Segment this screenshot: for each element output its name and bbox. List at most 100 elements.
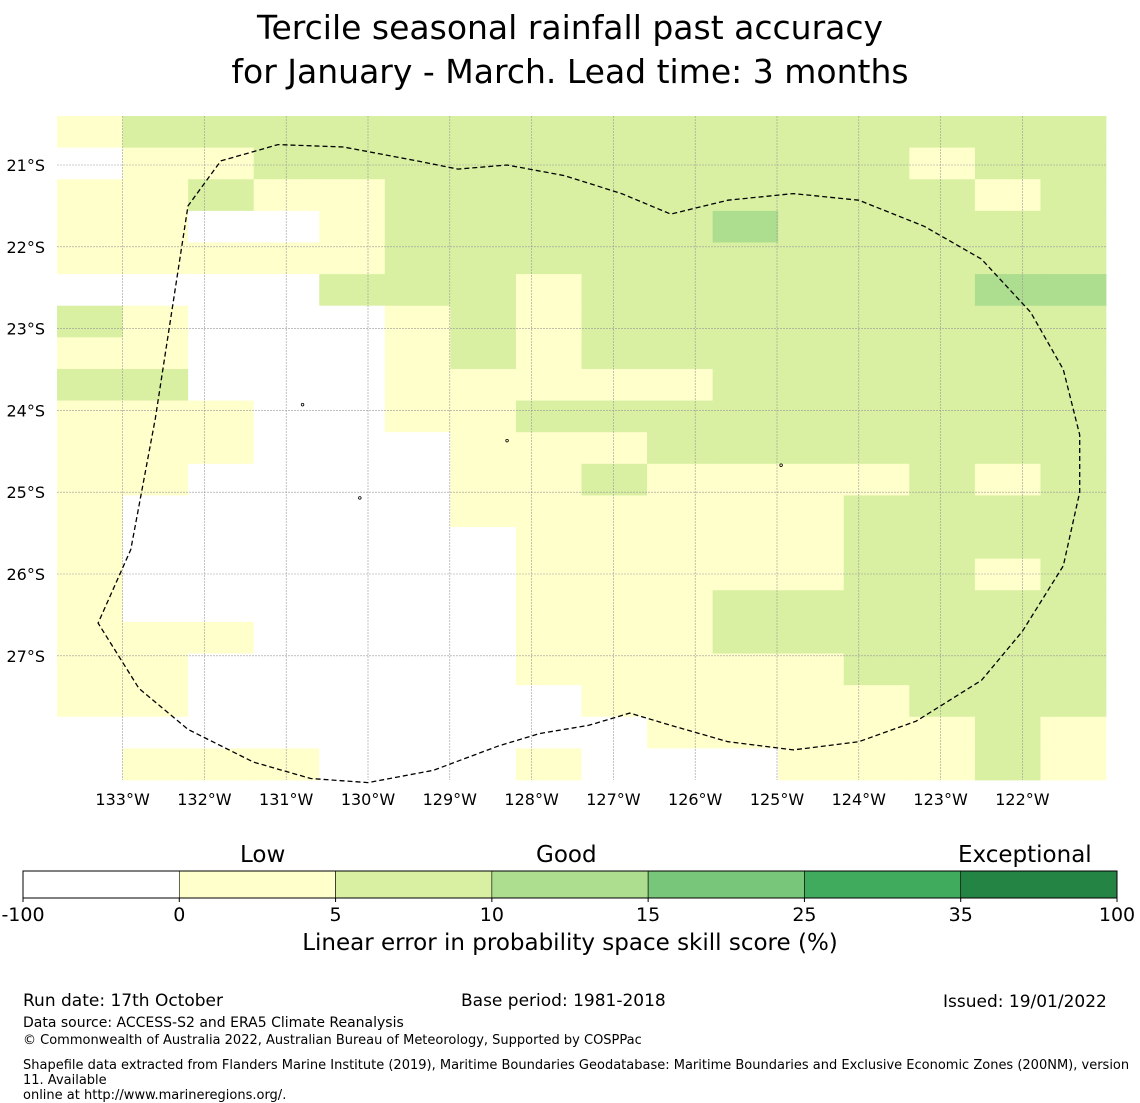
grid-cell	[647, 274, 714, 307]
colorbar-bin	[178, 870, 336, 899]
grid-cell	[909, 116, 976, 149]
grid-cell	[253, 685, 320, 718]
grid-cell	[57, 400, 123, 433]
grid-cell	[581, 590, 648, 623]
longitude-label: 131°W	[259, 790, 314, 809]
grid-cell	[188, 210, 255, 243]
grid-cell	[843, 463, 910, 496]
grid-cell	[647, 558, 714, 591]
grid-cell	[909, 274, 976, 307]
grid-cell	[778, 621, 845, 654]
grid-cell	[57, 685, 123, 718]
colorbar-bin	[647, 870, 805, 899]
grid-cell	[57, 621, 123, 654]
grid-cell	[974, 116, 1041, 149]
colorbar-category-good: Good	[536, 842, 597, 868]
grid-cell	[253, 116, 320, 149]
grid-cell	[319, 432, 386, 465]
longitude-label: 129°W	[423, 790, 478, 809]
grid-cell	[778, 210, 845, 243]
grid-cell	[581, 337, 648, 370]
grid-cell	[843, 147, 910, 180]
longitude-label: 123°W	[913, 790, 968, 809]
grid-cell	[515, 274, 582, 307]
grid-cell	[253, 527, 320, 560]
grid-cell	[515, 558, 582, 591]
grid-cell	[647, 748, 714, 781]
grid-cell	[515, 716, 582, 749]
grid-cell	[581, 400, 648, 433]
grid-cell	[778, 337, 845, 370]
grid-cell	[450, 400, 517, 433]
grid-cell	[778, 716, 845, 749]
grid-cell	[1040, 432, 1107, 465]
grid-cell	[319, 527, 386, 560]
grid-cell	[384, 400, 451, 433]
grid-cell	[1040, 685, 1107, 718]
grid-cell	[909, 368, 976, 401]
grid-cell	[909, 463, 976, 496]
grid-cell	[712, 368, 779, 401]
grid-cell	[515, 210, 582, 243]
grid-cell	[581, 653, 648, 686]
grid-cell	[581, 432, 648, 465]
grid-cell	[647, 621, 714, 654]
grid-cell	[122, 621, 189, 654]
colorbar-tick-labels: -100 0 5 10 15 25 35 100	[1, 898, 1135, 926]
longitude-label: 127°W	[586, 790, 641, 809]
grid-cell	[974, 147, 1041, 180]
grid-cell	[57, 242, 123, 275]
colorbar-bin	[804, 870, 962, 899]
longitude-label: 130°W	[341, 790, 396, 809]
grid-cell	[647, 400, 714, 433]
grid-cell	[712, 179, 779, 212]
grid-cell	[581, 274, 648, 307]
grid-cell	[122, 337, 189, 370]
issued-date: Issued: 19/01/2022	[943, 992, 1107, 1012]
grid-cell	[57, 116, 123, 149]
grid-cell	[188, 242, 255, 275]
colorbar-bin	[491, 870, 649, 899]
grid-cell	[909, 432, 976, 465]
grid-cell	[843, 527, 910, 560]
grid-cell	[1040, 400, 1107, 433]
grid-cell	[384, 274, 451, 307]
grid-cell	[253, 558, 320, 591]
grid-cell	[188, 527, 255, 560]
grid-cell	[843, 368, 910, 401]
base-period: Base period: 1981-2018	[461, 991, 666, 1011]
grid-cell	[843, 179, 910, 212]
graticule	[57, 116, 1106, 780]
grid-cell	[843, 432, 910, 465]
grid-cell	[188, 495, 255, 528]
longitude-label: 126°W	[668, 790, 723, 809]
grid-cell	[843, 116, 910, 149]
grid-cell	[253, 368, 320, 401]
grid-cell	[843, 400, 910, 433]
grid-cell	[384, 558, 451, 591]
grid-cell	[450, 685, 517, 718]
grid-cell	[253, 748, 320, 781]
grid-cell	[909, 179, 976, 212]
grid-cell	[515, 527, 582, 560]
grid-cell	[647, 463, 714, 496]
grid-cell	[384, 653, 451, 686]
grid-cell	[909, 400, 976, 433]
colorbar-tick-label: 35	[949, 904, 973, 926]
grid-cell	[122, 716, 189, 749]
grid-cell	[1040, 621, 1107, 654]
grid-cell	[57, 432, 123, 465]
grid-cell	[581, 368, 648, 401]
grid-cell	[253, 305, 320, 338]
colorbar-tick-label: 100	[1099, 904, 1135, 926]
grid-cell	[319, 179, 386, 212]
grid-cell	[712, 590, 779, 623]
grid-cell	[122, 653, 189, 686]
grid-cell	[253, 337, 320, 370]
grid-cell	[712, 274, 779, 307]
grid-cell	[188, 621, 255, 654]
latitude-label: 27°S	[6, 647, 45, 666]
grid-cell	[712, 748, 779, 781]
island-c	[358, 496, 362, 500]
grid-cell	[974, 748, 1041, 781]
